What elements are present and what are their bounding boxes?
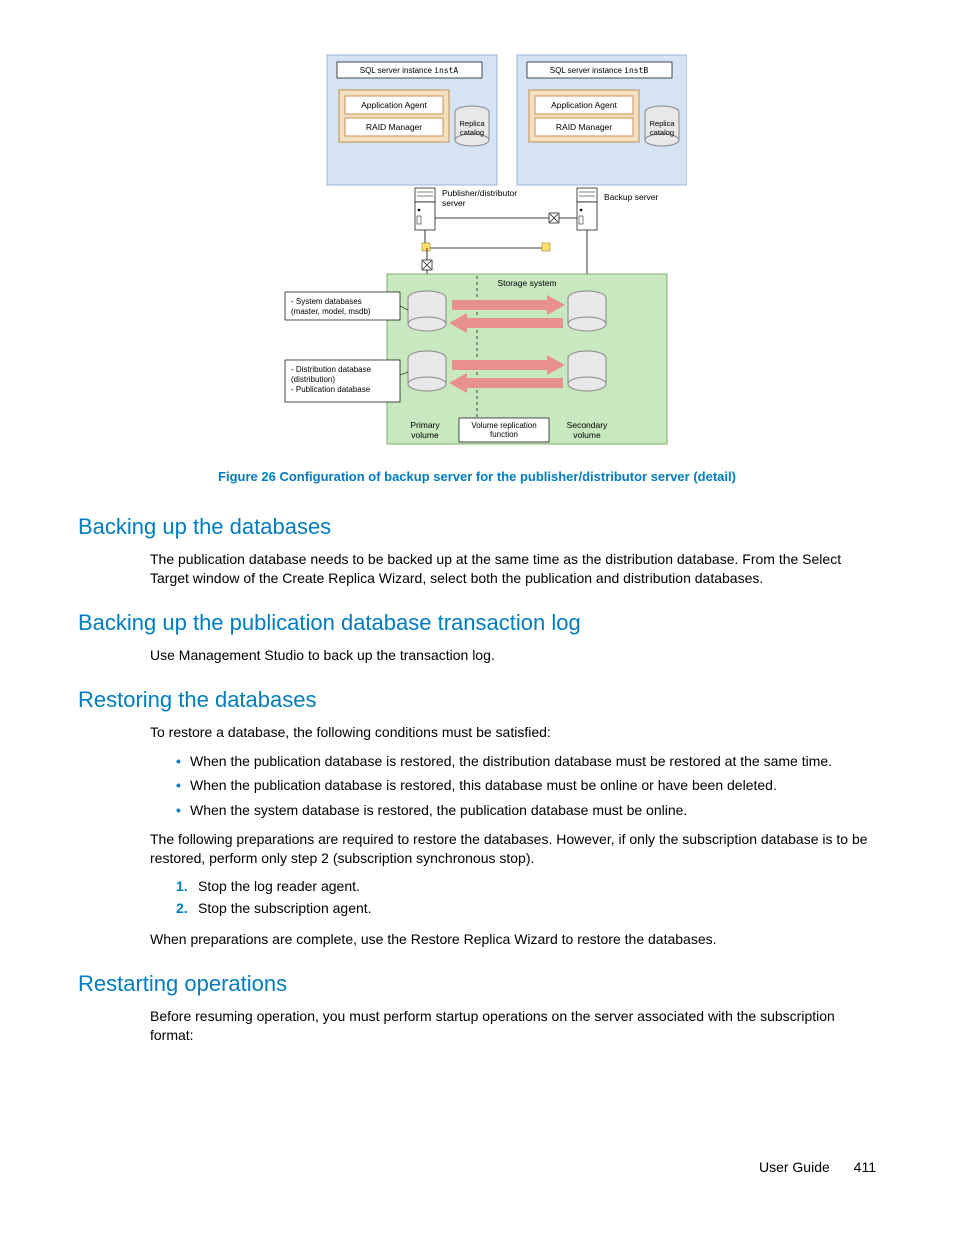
restoring-b3: When the system database is restored, th… bbox=[176, 801, 876, 820]
sysdb-label: - System databases bbox=[291, 297, 362, 306]
svg-text:- Publication database: - Publication database bbox=[291, 385, 371, 394]
restoring-p2: The following preparations are required … bbox=[150, 830, 876, 868]
inst-b-label: SQL server instance instB bbox=[550, 66, 649, 75]
footer-label: User Guide bbox=[759, 1159, 830, 1175]
inst-a-label: SQL server instance instA bbox=[360, 66, 459, 75]
svg-text:server: server bbox=[442, 198, 466, 208]
primary-vol-label: Primary bbox=[410, 420, 440, 430]
svg-text:volume: volume bbox=[411, 430, 439, 440]
storage-label: Storage system bbox=[497, 278, 556, 288]
vol-repl-label: Volume replication bbox=[471, 421, 536, 430]
svg-text:(distribution): (distribution) bbox=[291, 375, 335, 384]
pub-server-label: Publisher/distributor bbox=[442, 188, 517, 198]
restoring-bullets: When the publication database is restore… bbox=[176, 752, 876, 821]
raid-mgr-b: RAID Manager bbox=[556, 122, 612, 132]
secondary-db-bot bbox=[568, 351, 606, 391]
restoring-p3: When preparations are complete, use the … bbox=[150, 930, 876, 949]
primary-db-bot bbox=[408, 351, 446, 391]
backing-up-log-p1: Use Management Studio to back up the tra… bbox=[150, 646, 876, 665]
primary-db-top bbox=[408, 291, 446, 331]
architecture-diagram: SQL server instance instA Application Ag… bbox=[267, 50, 687, 455]
heading-backing-up-db: Backing up the databases bbox=[78, 514, 876, 540]
restoring-steps: Stop the log reader agent. Stop the subs… bbox=[176, 878, 876, 916]
backup-server-label: Backup server bbox=[604, 192, 658, 202]
restoring-p1: To restore a database, the following con… bbox=[150, 723, 876, 742]
page-footer: User Guide 411 bbox=[759, 1159, 876, 1175]
svg-text:function: function bbox=[490, 430, 518, 439]
restoring-b1: When the publication database is restore… bbox=[176, 752, 876, 771]
distdb-label: - Distribution database bbox=[291, 365, 372, 374]
raid-mgr-a: RAID Manager bbox=[366, 122, 422, 132]
heading-restoring: Restoring the databases bbox=[78, 687, 876, 713]
backing-up-db-p1: The publication database needs to be bac… bbox=[150, 550, 876, 588]
replica-cat-a: Replica bbox=[459, 119, 485, 128]
app-agent-a: Application Agent bbox=[361, 100, 427, 110]
restoring-s2: Stop the subscription agent. bbox=[176, 900, 876, 916]
heading-backing-up-log: Backing up the publication database tran… bbox=[78, 610, 876, 636]
svg-text:(master, model, msdb): (master, model, msdb) bbox=[291, 307, 371, 316]
replica-cat-b: Replica bbox=[649, 119, 675, 128]
heading-restarting: Restarting operations bbox=[78, 971, 876, 997]
app-agent-b: Application Agent bbox=[551, 100, 617, 110]
restoring-b2: When the publication database is restore… bbox=[176, 776, 876, 795]
figure-caption: Figure 26 Configuration of backup server… bbox=[78, 469, 876, 484]
svg-text:catalog: catalog bbox=[650, 128, 674, 137]
footer-page: 411 bbox=[854, 1159, 876, 1175]
restoring-s1: Stop the log reader agent. bbox=[176, 878, 876, 894]
secondary-db-top bbox=[568, 291, 606, 331]
svg-text:volume: volume bbox=[573, 430, 601, 440]
secondary-vol-label: Secondary bbox=[567, 420, 608, 430]
restarting-p1: Before resuming operation, you must perf… bbox=[150, 1007, 876, 1045]
svg-text:catalog: catalog bbox=[460, 128, 484, 137]
